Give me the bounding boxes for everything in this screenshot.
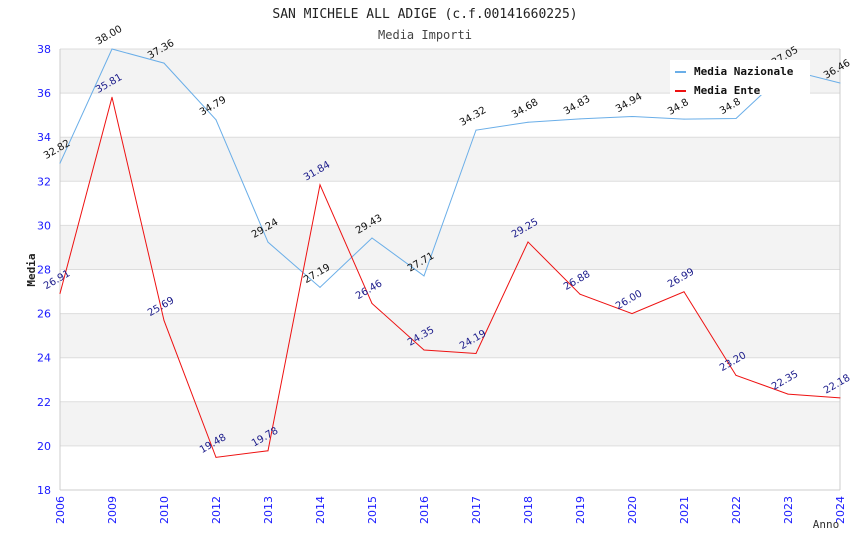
data-point — [839, 82, 841, 84]
data-point — [579, 118, 581, 120]
y-tick-label: 34 — [37, 131, 51, 144]
x-tick-labels: 2006 2009 2010 2012 2013 2014 2015 2016 2017 2018… — [54, 496, 847, 524]
x-tick-label: 2023 — [782, 496, 795, 524]
data-point — [267, 241, 269, 243]
legend-label-nazionale: Media Nazionale — [694, 65, 794, 78]
data-point — [787, 393, 789, 395]
y-tick-label: 28 — [37, 264, 51, 277]
data-point — [215, 119, 217, 121]
x-tick-label: 2013 — [262, 496, 275, 524]
x-axis-label: Anno — [813, 518, 840, 531]
legend-swatch-ente — [675, 90, 686, 92]
y-tick-label: 22 — [37, 396, 51, 409]
data-label: 26.00 — [614, 288, 644, 312]
y-tick-labels: 18 20 22 24 26 28 30 32 34 36 38 — [37, 43, 51, 497]
data-point — [683, 291, 685, 293]
x-tick-label: 2020 — [626, 496, 639, 524]
data-point — [527, 121, 529, 123]
series-line-nazionale — [59, 48, 841, 289]
y-tick-label: 30 — [37, 219, 51, 232]
data-point — [735, 374, 737, 376]
x-tick-label: 2010 — [158, 496, 171, 524]
y-tick-label: 38 — [37, 43, 51, 56]
chart-subtitle: Media Importi — [378, 28, 472, 42]
data-point — [423, 349, 425, 351]
x-tick-label: 2021 — [678, 496, 691, 524]
grid-band — [60, 401, 840, 446]
data-point — [215, 456, 217, 458]
data-label: 26.99 — [666, 267, 696, 291]
x-tick-label: 2022 — [730, 496, 743, 524]
data-point — [111, 48, 113, 50]
grid-band — [60, 225, 840, 270]
x-tick-label: 2014 — [314, 496, 327, 524]
y-tick-label: 26 — [37, 308, 51, 321]
series-line-ente — [59, 97, 841, 458]
y-tick-label: 32 — [37, 175, 51, 188]
data-point — [579, 293, 581, 295]
y-tick-label: 18 — [37, 484, 51, 497]
data-point — [631, 115, 633, 117]
data-point — [423, 275, 425, 277]
legend: Media Nazionale Media Ente — [670, 60, 810, 97]
data-label: 26.88 — [562, 269, 592, 293]
x-tick-label: 2015 — [366, 496, 379, 524]
data-point — [527, 241, 529, 243]
data-point — [267, 450, 269, 452]
data-point — [683, 118, 685, 120]
chart-title: SAN MICHELE ALL ADIGE (c.f.00141660225) — [272, 7, 577, 22]
data-label: 34.94 — [614, 91, 644, 115]
data-point — [735, 117, 737, 119]
x-tick-label: 2016 — [418, 496, 431, 524]
legend-background — [670, 60, 810, 95]
data-point — [59, 162, 61, 164]
y-axis-label: Media — [25, 253, 38, 286]
y-tick-label: 36 — [37, 87, 51, 100]
data-point — [111, 96, 113, 98]
series-group — [59, 48, 841, 458]
legend-label-ente: Media Ente — [694, 84, 761, 97]
data-point — [839, 397, 841, 399]
data-label: 26.46 — [354, 278, 384, 302]
data-label: 34.8 — [718, 96, 743, 117]
data-label: 22.35 — [770, 369, 800, 393]
data-point — [371, 237, 373, 239]
data-label: 34.8 — [666, 97, 691, 118]
legend-swatch-nazionale — [675, 71, 686, 73]
grid-band — [60, 313, 840, 358]
data-label: 34.68 — [510, 97, 540, 121]
x-tick-label: 2018 — [522, 496, 535, 524]
grid-bands — [60, 49, 840, 446]
y-tick-label: 20 — [37, 440, 51, 453]
data-point — [475, 353, 477, 355]
y-tick-label: 24 — [37, 352, 51, 365]
data-point — [371, 302, 373, 304]
data-label: 34.83 — [562, 94, 592, 118]
x-tick-label: 2017 — [470, 496, 483, 524]
data-point — [319, 184, 321, 186]
grid-band — [60, 137, 840, 182]
data-label: 22.18 — [822, 373, 850, 397]
x-tick-label: 2024 — [834, 496, 847, 524]
data-point — [163, 319, 165, 321]
data-point — [59, 293, 61, 295]
x-tick-label: 2012 — [210, 496, 223, 524]
data-point — [475, 129, 477, 131]
x-tick-label: 2006 — [54, 496, 67, 524]
data-label: 34.79 — [198, 95, 228, 119]
data-label: 38.00 — [94, 24, 124, 48]
data-point — [163, 62, 165, 64]
data-point — [631, 313, 633, 315]
data-label: 34.32 — [458, 105, 488, 129]
x-tick-label: 2009 — [106, 496, 119, 524]
data-point — [319, 286, 321, 288]
x-tick-label: 2019 — [574, 496, 587, 524]
grid-lines — [60, 48, 840, 491]
